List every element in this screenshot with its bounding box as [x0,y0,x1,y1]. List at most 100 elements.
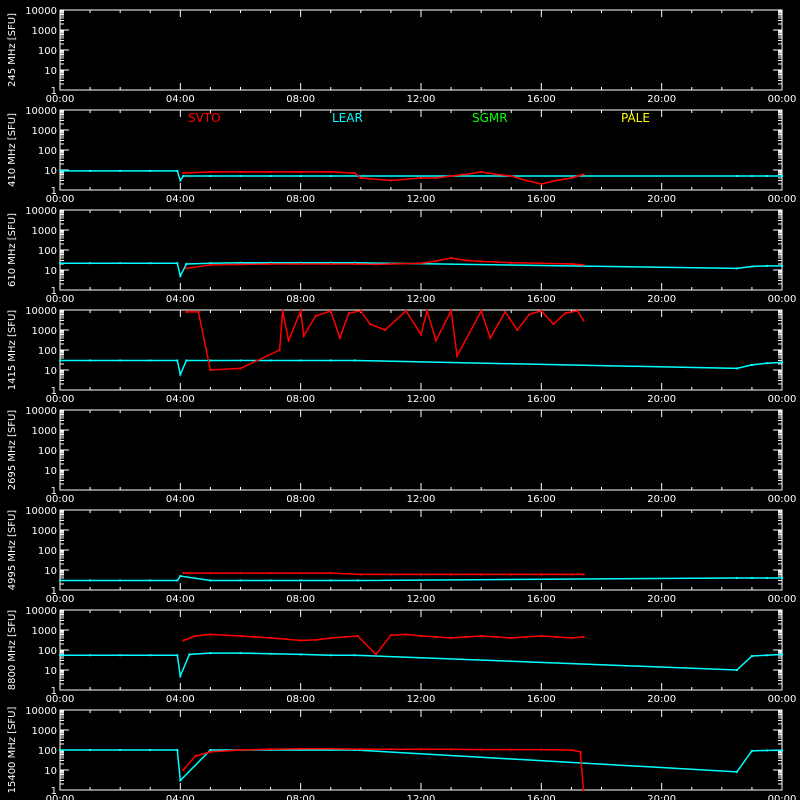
data-point [353,172,356,175]
data-point [179,179,182,182]
x-tick-label: 04:00 [166,694,195,705]
data-point [582,573,585,576]
data-point [504,310,507,313]
data-point [750,655,753,658]
data-point [435,176,438,179]
data-point [209,263,212,266]
data-point [119,579,122,582]
data-point [209,579,212,582]
series-svto [182,572,585,576]
data-point [149,579,152,582]
data-point [389,634,392,637]
data-point [299,170,302,173]
x-tick-label: 04:00 [166,494,195,505]
x-tick-label: 08:00 [286,694,315,705]
data-point [239,175,242,178]
data-point [735,175,738,178]
data-point [765,576,768,579]
data-point [750,749,753,752]
y-tick-label: 10 [44,366,57,377]
data-point [149,654,152,657]
data-point [197,310,200,313]
data-point [516,329,519,331]
series-lear [59,359,783,377]
y-tick-label: 10 [44,66,57,77]
data-point [389,179,392,182]
data-point [540,748,543,751]
data-point [329,175,332,178]
x-tick-label: 04:00 [166,394,195,405]
x-tick-label: 12:00 [407,94,436,105]
data-point [185,267,188,270]
data-point [179,575,182,578]
data-point [239,652,242,655]
data-point [344,635,347,638]
data-point [329,572,332,575]
data-point [404,309,407,312]
data-point [353,261,356,264]
data-point [735,367,738,370]
y-tick-label: 1 [51,286,57,297]
data-point [750,175,753,178]
data-point [480,573,483,576]
data-point [182,769,185,771]
x-tick-label: 16:00 [527,294,556,305]
data-point [510,748,513,751]
data-point [465,259,468,262]
x-tick-label: 00:00 [768,94,797,105]
data-point [209,170,212,173]
data-point [510,573,513,576]
x-tick-label: 20:00 [647,594,676,605]
x-tick-label: 12:00 [407,694,436,705]
data-point [89,359,92,362]
data-point [239,635,242,638]
data-point [420,748,422,751]
y-tick-label: 10 [44,566,57,577]
series-line [60,652,783,679]
x-tick-label: 16:00 [527,594,556,605]
x-tick-label: 04:00 [166,794,195,800]
data-point [765,362,768,365]
y-tick-label: 10 [44,166,57,177]
data-point [347,312,350,315]
series-lear [59,575,783,582]
y-tick-label: 1 [51,86,57,97]
data-point [781,361,783,364]
data-point [254,635,257,638]
data-point [765,175,768,178]
data-point [765,264,768,267]
data-point [239,170,242,173]
data-point [329,261,332,264]
series-svto [185,256,585,270]
data-point [383,329,386,331]
data-point [269,652,272,655]
y-tick-label: 10 [44,266,57,277]
y-tick-label: 100 [38,246,57,257]
x-tick-label: 20:00 [647,694,676,705]
data-point [420,176,422,179]
data-point [374,653,377,656]
y-tick-label: 10000 [25,6,57,17]
data-point [353,749,356,751]
y-tick-label: 1000 [32,326,57,337]
data-point [329,309,332,312]
x-tick-label: 20:00 [647,194,676,205]
data-point [194,755,197,758]
x-tick-label: 08:00 [286,794,315,800]
data-point [209,652,212,655]
data-point [59,169,61,172]
data-point [209,749,212,751]
data-point [239,572,242,575]
data-point [314,638,317,641]
data-point [59,654,61,657]
x-tick-label: 08:00 [286,494,315,505]
data-point [735,267,738,270]
data-point [555,179,558,182]
y-tick-label: 100 [38,146,57,157]
data-point [450,256,453,259]
y-axis-label: 610 MHz [SFU] [7,213,18,287]
series-line [60,170,782,183]
data-point [176,579,179,582]
series-line [60,575,782,582]
